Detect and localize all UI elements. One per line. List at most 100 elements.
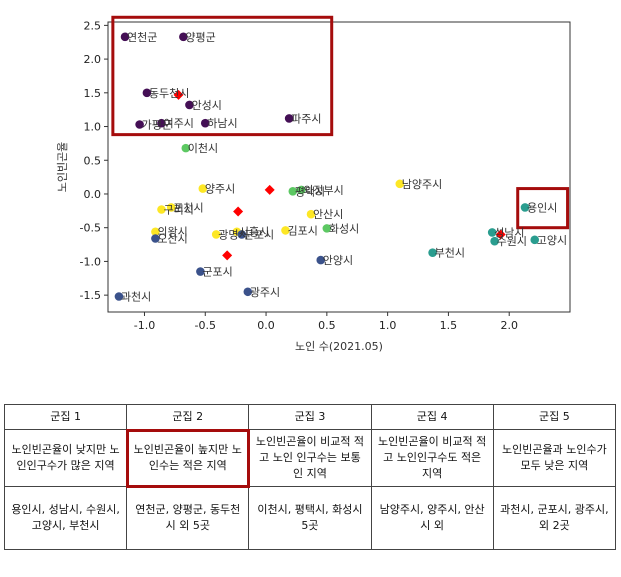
- cluster-1-members: 용인시, 성남시, 수원시, 고양시, 부천시: [3, 486, 128, 550]
- centroid-marker: [173, 89, 184, 100]
- data-point: [316, 255, 326, 265]
- point-label: 수원시: [497, 235, 527, 248]
- data-point: [151, 227, 160, 237]
- highlight-box: [516, 187, 570, 230]
- point-label: 오산시: [157, 232, 187, 245]
- y-tick-label: -0.5: [80, 222, 101, 235]
- point-label: 구리시: [163, 203, 193, 216]
- point-label: 안성시: [191, 99, 221, 112]
- point-label: 파주시: [291, 112, 321, 125]
- cluster-4-members: 남양주시, 양주시, 안산시 외: [370, 486, 494, 550]
- x-tick-label: 2.0: [500, 319, 518, 332]
- point-label: 포천시: [173, 200, 203, 214]
- data-point: [200, 118, 210, 128]
- point-label: 하남시: [207, 116, 237, 130]
- x-tick-label: 1.5: [440, 319, 458, 332]
- data-point: [181, 143, 191, 153]
- cluster-5-members: 과천시, 군포시, 광주시, 외 2곳: [492, 486, 617, 550]
- point-label: 의정부시: [303, 184, 343, 197]
- table-description-row: 노인빈곤율이 낮지만 노인인구수가 많은 지역 노인빈곤율이 높지만 노인수는 …: [3, 428, 617, 488]
- data-point: [322, 224, 332, 233]
- y-tick-label: 2.0: [84, 53, 102, 66]
- y-tick-label: 1.5: [84, 87, 102, 100]
- point-label: 군포시: [202, 266, 232, 279]
- x-tick-label: -1.0: [134, 319, 155, 332]
- data-point: [490, 236, 499, 246]
- centroid-markers: [173, 89, 506, 261]
- table-header-row: 군집 1 군집 2 군집 3 군집 4 군집 5: [3, 404, 617, 430]
- cluster-summary-table: 군집 1 군집 2 군집 3 군집 4 군집 5 노인빈곤율이 낮지만 노인인구…: [3, 404, 617, 550]
- point-label: 여주시: [163, 117, 193, 130]
- centroid-marker: [495, 229, 506, 240]
- point-label: 화성시: [329, 222, 359, 235]
- data-point: [243, 287, 253, 297]
- point-label: 용인시: [527, 201, 557, 214]
- data-point: [135, 120, 144, 129]
- table-members-row: 용인시, 성남시, 수원시, 고양시, 부천시 연천군, 양평군, 동두천시 외…: [3, 486, 617, 550]
- highlight-boxes: [111, 15, 570, 230]
- point-label: 연천군: [127, 30, 157, 44]
- point-label: 군포시: [244, 228, 274, 241]
- y-tick-label: -1.5: [80, 289, 101, 302]
- point-label: 의왕시: [157, 226, 187, 239]
- centroid-marker: [233, 206, 244, 217]
- data-point: [297, 185, 306, 195]
- cluster-3-header: 군집 3: [248, 404, 372, 430]
- point-label: 과천시: [121, 289, 151, 303]
- x-tick-label: -0.5: [195, 319, 216, 332]
- cluster-1-description: 노인빈곤율이 낮지만 노인인구수가 많은 지역: [3, 429, 128, 487]
- data-point: [185, 100, 194, 110]
- point-label: 양평군: [185, 31, 215, 44]
- data-point: [120, 32, 130, 42]
- data-point: [196, 267, 205, 276]
- point-label: 이천시: [188, 141, 218, 155]
- point-label: 광주시: [250, 286, 280, 299]
- point-label: 광명시: [218, 228, 248, 241]
- cluster-4-description: 노인빈곤율이 비교적 적고 노인인구수도 적은 지역: [370, 429, 494, 487]
- scatter-chart: -1.0 -0.5 0.0 0.5 1.0 1.5 2.0 2.5 2.0 1.5 1.0 0.5 0.…: [56, 15, 571, 353]
- data-point: [211, 230, 221, 239]
- data-point: [520, 203, 530, 212]
- point-label: 부천시: [435, 246, 465, 260]
- data-point: [395, 179, 405, 189]
- point-label: 가평군: [142, 119, 172, 132]
- y-tick-label: 2.5: [84, 19, 102, 32]
- point-label: 안양시: [323, 254, 353, 267]
- cluster-2-description: 노인빈곤율이 높지만 노인수는 적은 지역: [125, 428, 250, 488]
- point-label: 김포시: [288, 224, 318, 237]
- y-tick-label: -1.0: [80, 255, 101, 268]
- cluster-4-header: 군집 4: [370, 404, 494, 430]
- y-tick-label: 1.0: [84, 121, 102, 134]
- data-point: [179, 32, 188, 42]
- cluster-5-description: 노인빈곤율과 노인수가 모두 낮은 지역: [492, 429, 617, 487]
- point-label: 동두천시: [149, 86, 189, 100]
- data-point: [166, 203, 176, 212]
- point-label: 평택시: [295, 185, 325, 198]
- y-axis-title: 노인빈곤율: [56, 142, 69, 193]
- y-tick-label: 0.5: [84, 154, 102, 167]
- point-label: 성남시: [494, 226, 524, 239]
- data-point: [198, 184, 208, 193]
- data-point: [284, 114, 294, 123]
- cluster-5-header: 군집 5: [492, 404, 617, 430]
- data-point: [530, 235, 540, 245]
- point-label: 고양시: [537, 234, 567, 247]
- data-point: [487, 228, 497, 237]
- cluster-1-header: 군집 1: [3, 404, 128, 430]
- point-label: 안산시: [313, 208, 343, 221]
- data-point: [157, 205, 166, 214]
- point-label: 남양주시: [402, 178, 442, 191]
- centroid-marker: [222, 250, 233, 261]
- x-axis-title: 노인 수(2021.05): [295, 340, 383, 353]
- highlight-box: [111, 15, 334, 137]
- x-tick-label: 1.0: [379, 319, 397, 332]
- data-point: [142, 88, 152, 98]
- data-point: [288, 186, 298, 196]
- point-label: 양주시: [205, 183, 235, 196]
- cluster-3-members: 이천시, 평택시, 화성시 5곳: [248, 486, 372, 550]
- data-point: [114, 292, 124, 301]
- axis-ticks: -1.0 -0.5 0.0 0.5 1.0 1.5 2.0 2.5 2.0 1.5 1.0 0.5 0.…: [80, 19, 518, 332]
- data-point: [306, 209, 316, 219]
- data-point: [151, 234, 160, 243]
